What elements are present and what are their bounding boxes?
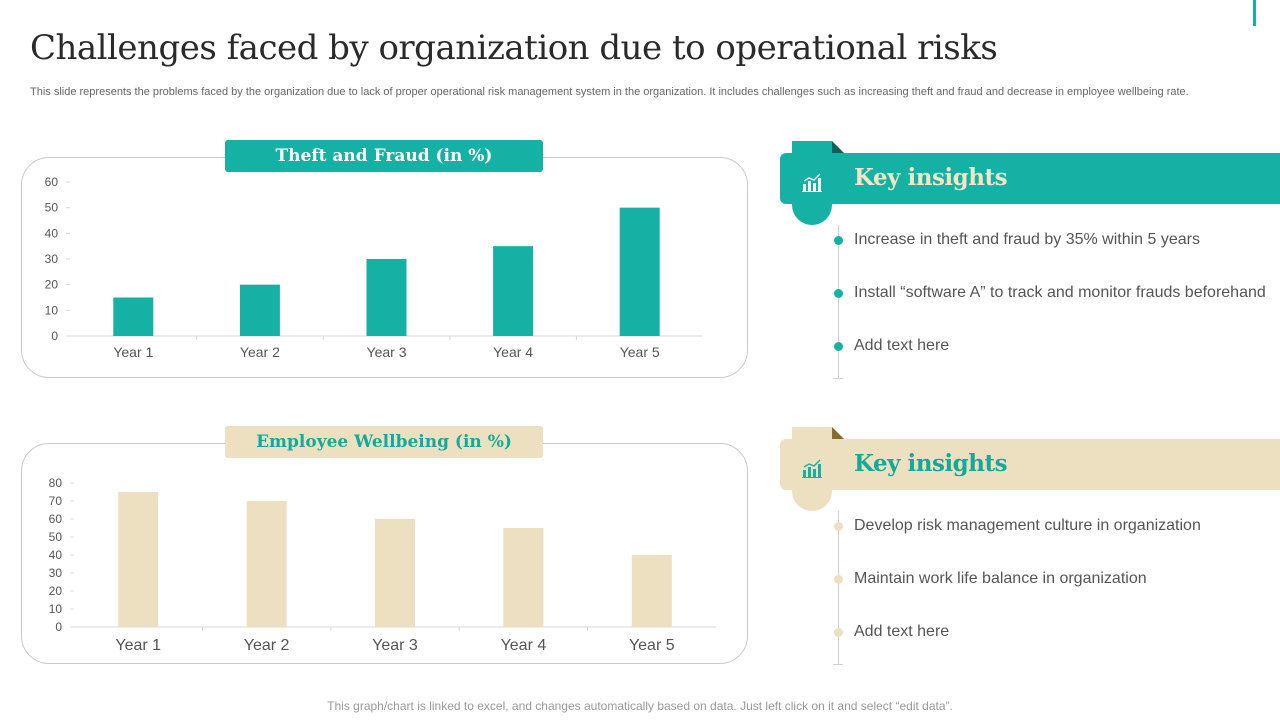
insights-timeline-2: [838, 511, 839, 665]
wellbeing-bar-2: [246, 501, 287, 627]
insight-item-2-2: Maintain work life balance in organizati…: [854, 570, 1147, 587]
theft-fraud-y-tick-label: 20: [45, 278, 59, 292]
theft-fraud-y-tick-label: 40: [45, 226, 59, 240]
theft-fraud-y-tick-label: 30: [45, 252, 59, 266]
wellbeing-y-tick-label: 20: [49, 584, 63, 598]
theft-fraud-bar-5: [619, 207, 660, 336]
bullet-dot: [834, 628, 843, 637]
theft-fraud-y-tick-label: 60: [45, 175, 59, 189]
wellbeing-category-label: Year 3: [372, 637, 418, 654]
theft-fraud-y-tick-label: 10: [45, 303, 59, 317]
wellbeing-y-tick-label: 50: [49, 530, 63, 544]
theft-fraud-bar-3: [366, 259, 407, 336]
page-subtitle: This slide represents the problems faced…: [30, 86, 1189, 98]
theft-fraud-category-label: Year 1: [113, 344, 153, 360]
timeline-end-tick: [833, 664, 843, 665]
theft-fraud-chart-title: Theft and Fraud (in %): [225, 140, 543, 172]
wellbeing-y-tick-label: 30: [49, 566, 63, 580]
insight-item-1-3: Add text here: [854, 337, 950, 354]
bullet-dot: [834, 289, 843, 298]
theft-fraud-y-tick-label: 0: [51, 329, 58, 343]
insight-item-1-1: Increase in theft and fraud by 35% withi…: [854, 231, 1200, 248]
theft-fraud-category-label: Year 3: [367, 344, 407, 360]
fold-decoration: [832, 141, 844, 153]
theft-fraud-bar-2: [239, 284, 280, 336]
wellbeing-y-tick-label: 40: [49, 548, 63, 562]
top-accent-line: [1253, 0, 1256, 26]
bullet-dot: [834, 342, 843, 351]
wellbeing-chart-title: Employee Wellbeing (in %): [225, 426, 543, 458]
bullet-dot: [834, 575, 843, 584]
theft-fraud-bar-1: [113, 297, 154, 336]
insights-header-bar-2: [780, 439, 1280, 490]
theft-fraud-category-label: Year 5: [620, 344, 660, 360]
fold-decoration: [832, 427, 844, 439]
wellbeing-y-tick-label: 0: [55, 620, 62, 634]
page-title: Challenges faced by organization due to …: [30, 28, 998, 68]
insights-badge-2: [792, 427, 832, 511]
wellbeing-y-tick-label: 60: [49, 512, 63, 526]
wellbeing-category-label: Year 5: [629, 637, 675, 654]
bullet-dot: [834, 522, 843, 531]
footer-note: This graph/chart is linked to excel, and…: [327, 699, 953, 713]
wellbeing-y-tick-label: 70: [49, 494, 63, 508]
wellbeing-category-label: Year 4: [501, 637, 547, 654]
chart-icon: [801, 172, 823, 197]
theft-fraud-y-tick-label: 50: [45, 201, 59, 215]
wellbeing-category-label: Year 2: [244, 637, 290, 654]
insights-timeline-1: [838, 225, 839, 379]
insights-badge-1: [792, 141, 832, 225]
wellbeing-bar-1: [118, 492, 159, 627]
bullet-dot: [834, 236, 843, 245]
insight-item-1-2: Install “software A” to track and monito…: [854, 284, 1266, 301]
insights-heading-1: Key insights: [854, 164, 1008, 191]
chart-icon: [801, 458, 823, 483]
wellbeing-bar-5: [631, 555, 672, 627]
insights-heading-2: Key insights: [854, 450, 1008, 477]
wellbeing-y-tick-label: 10: [49, 602, 63, 616]
wellbeing-bar-4: [503, 528, 544, 627]
insight-item-2-1: Develop risk management culture in organ…: [854, 517, 1201, 534]
theft-fraud-category-label: Year 4: [493, 344, 533, 360]
insight-item-2-3: Add text here: [854, 623, 950, 640]
timeline-end-tick: [833, 378, 843, 379]
insights-header-bar-1: [780, 153, 1280, 204]
wellbeing-bar-3: [375, 519, 415, 627]
theft-fraud-bar-4: [493, 246, 534, 336]
wellbeing-y-tick-label: 80: [49, 476, 63, 490]
wellbeing-category-label: Year 1: [115, 637, 161, 654]
theft-fraud-category-label: Year 2: [240, 344, 280, 360]
